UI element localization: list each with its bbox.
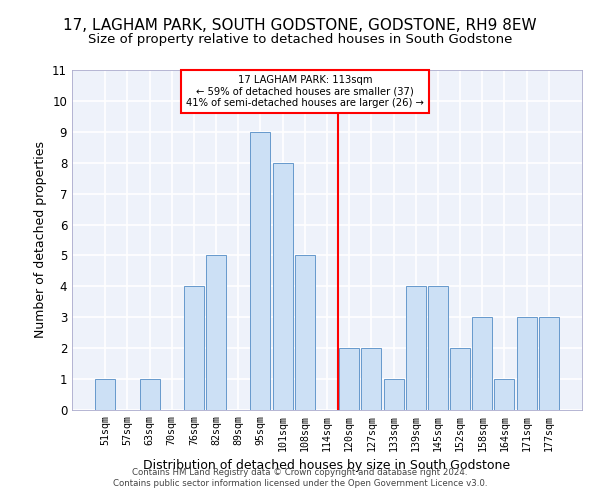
Bar [406, 286, 426, 410]
Bar [206, 256, 226, 410]
Bar [250, 132, 271, 410]
Bar [140, 379, 160, 410]
Bar [494, 379, 514, 410]
Y-axis label: Number of detached properties: Number of detached properties [34, 142, 47, 338]
Bar [272, 162, 293, 410]
Bar [295, 256, 315, 410]
Bar [339, 348, 359, 410]
Bar [472, 318, 492, 410]
Bar [539, 318, 559, 410]
X-axis label: Distribution of detached houses by size in South Godstone: Distribution of detached houses by size … [143, 459, 511, 472]
Text: Size of property relative to detached houses in South Godstone: Size of property relative to detached ho… [88, 32, 512, 46]
Bar [383, 379, 404, 410]
Bar [517, 318, 536, 410]
Text: 17, LAGHAM PARK, SOUTH GODSTONE, GODSTONE, RH9 8EW: 17, LAGHAM PARK, SOUTH GODSTONE, GODSTON… [63, 18, 537, 32]
Text: Contains HM Land Registry data © Crown copyright and database right 2024.
Contai: Contains HM Land Registry data © Crown c… [113, 468, 487, 487]
Bar [184, 286, 204, 410]
Bar [428, 286, 448, 410]
Bar [95, 379, 115, 410]
Bar [450, 348, 470, 410]
Text: 17 LAGHAM PARK: 113sqm
← 59% of detached houses are smaller (37)
41% of semi-det: 17 LAGHAM PARK: 113sqm ← 59% of detached… [186, 74, 424, 108]
Bar [361, 348, 382, 410]
